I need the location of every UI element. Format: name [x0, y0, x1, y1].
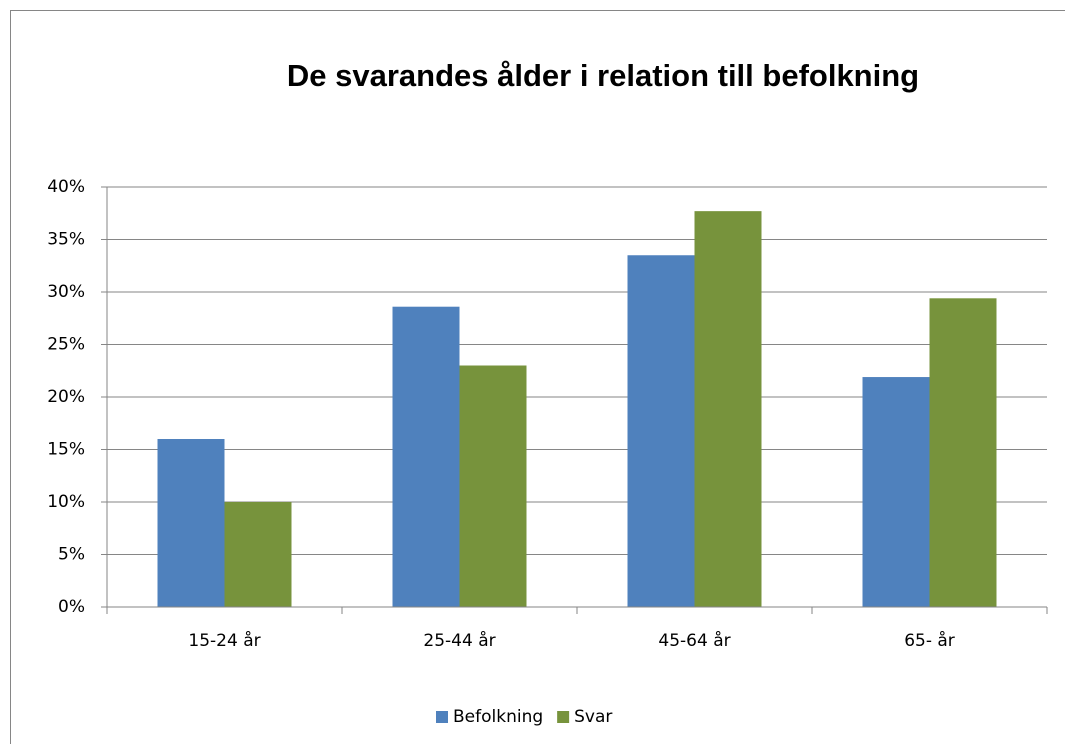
y-tick-label: 20%	[47, 387, 85, 407]
y-tick-label: 35%	[47, 230, 85, 250]
y-tick-label: 30%	[47, 282, 85, 302]
bar	[392, 306, 460, 607]
y-tick-label: 40%	[47, 177, 85, 197]
bar	[862, 377, 930, 607]
x-tick-label: 15-24 år	[188, 630, 260, 651]
legend-label: Befolkning	[453, 707, 543, 727]
x-tick-label: 45-64 år	[658, 630, 730, 651]
y-tick-label: 15%	[47, 440, 85, 460]
bar	[459, 365, 527, 607]
x-tick-label: 65- år	[904, 630, 955, 651]
y-tick-label: 25%	[47, 335, 85, 355]
legend-swatch	[436, 711, 448, 723]
bar	[224, 502, 292, 607]
legend-swatch	[557, 711, 570, 723]
y-tick-label: 10%	[47, 492, 85, 512]
chart-title: De svarandes ålder i relation till befol…	[287, 58, 919, 93]
legend-label: Svar	[574, 707, 612, 727]
bar	[694, 211, 762, 607]
bar	[929, 298, 997, 607]
bar	[157, 439, 225, 607]
bar	[627, 255, 695, 607]
x-tick-label: 25-44 år	[423, 630, 495, 651]
y-tick-label: 0%	[58, 597, 85, 617]
y-tick-label: 5%	[58, 545, 85, 565]
